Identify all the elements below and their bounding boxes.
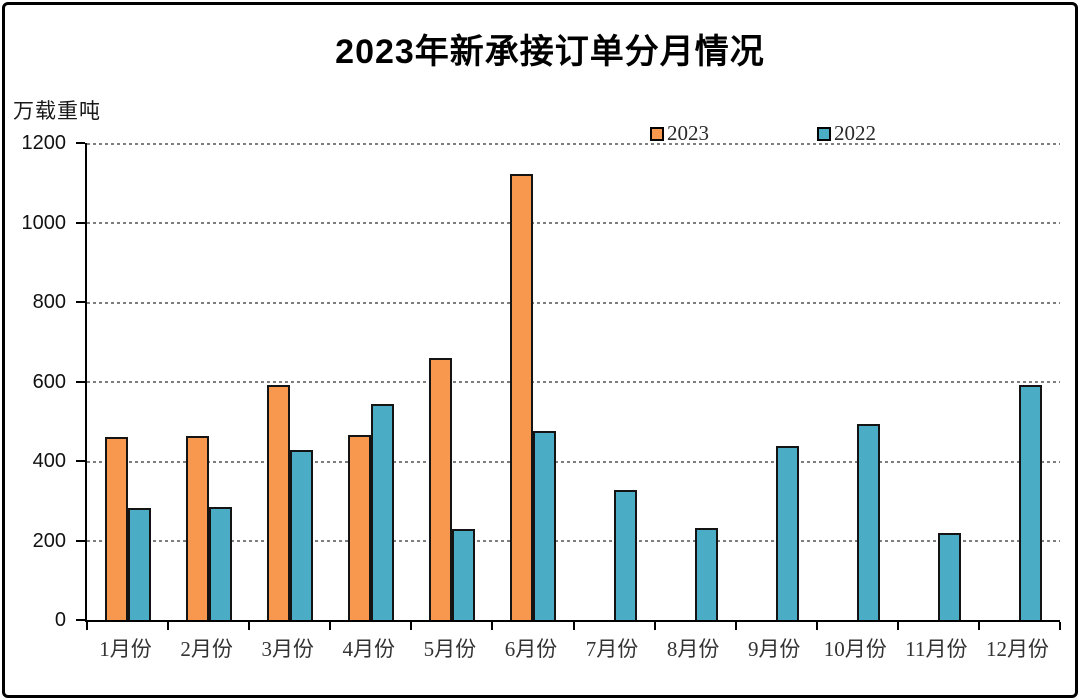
x-axis-tick-label: 7月份 bbox=[585, 637, 639, 661]
y-axis-unit-label: 万载重吨 bbox=[13, 99, 101, 123]
bar-2023-1月份 bbox=[104, 437, 128, 620]
x-axis-tick-label: 3月份 bbox=[261, 637, 314, 661]
chart-title: 2023年新承接订单分月情况 bbox=[335, 33, 765, 71]
y-axis-tick-mark bbox=[76, 539, 85, 542]
bar-2023-4月份 bbox=[347, 435, 371, 620]
x-axis-tick-mark bbox=[329, 622, 332, 630]
gridline bbox=[87, 540, 1060, 542]
y-axis-tick-mark bbox=[76, 301, 85, 303]
x-axis-tick-label: 4月份 bbox=[342, 637, 396, 661]
x-axis-tick-label: 12月份 bbox=[985, 637, 1049, 661]
x-axis-tick-mark bbox=[653, 622, 656, 630]
x-axis-tick-mark bbox=[734, 622, 737, 630]
x-axis-tick-mark bbox=[86, 622, 88, 630]
plot-area bbox=[76, 142, 1061, 630]
y-axis-tick-mark bbox=[76, 142, 85, 144]
legend-label-2022: 2022 bbox=[834, 121, 876, 145]
x-axis-tick-label: 5月份 bbox=[423, 637, 477, 661]
x-axis-tick-mark bbox=[896, 622, 899, 630]
bar-2022-9月份 bbox=[776, 445, 800, 620]
y-axis-tick-label: 200 bbox=[32, 529, 66, 552]
bar-2023-2月份 bbox=[185, 435, 209, 620]
bar-2023-6月份 bbox=[509, 174, 533, 620]
x-axis-tick-mark bbox=[572, 622, 575, 630]
bar-2022-7月份 bbox=[614, 490, 638, 620]
y-axis-tick-mark bbox=[76, 380, 85, 383]
y-axis-tick-mark bbox=[76, 460, 85, 462]
legend-swatch-2022-icon bbox=[817, 126, 831, 141]
y-axis-tick-label: 600 bbox=[32, 370, 66, 393]
bar-2022-5月份 bbox=[451, 528, 475, 620]
x-axis-tick-mark bbox=[977, 622, 980, 630]
y-axis-tick-label: 400 bbox=[32, 450, 66, 472]
y-axis-tick-label: 800 bbox=[32, 291, 66, 313]
gridline bbox=[87, 301, 1060, 304]
gridline bbox=[87, 142, 1060, 145]
gridline bbox=[87, 222, 1060, 224]
y-axis-tick-label: 0 bbox=[54, 609, 66, 631]
bar-2022-8月份 bbox=[695, 527, 719, 620]
x-axis-tick-mark bbox=[248, 622, 251, 630]
bar-2022-2月份 bbox=[208, 507, 232, 620]
legend-label-2023: 2023 bbox=[667, 121, 709, 145]
x-axis-tick-label: 2月份 bbox=[180, 637, 233, 661]
gridline bbox=[87, 460, 1060, 463]
bar-2022-6月份 bbox=[532, 430, 556, 620]
x-axis-tick-label: 9月份 bbox=[747, 637, 801, 661]
legend-item-2022: 2022 bbox=[817, 121, 876, 146]
legend-swatch-2023-icon bbox=[650, 126, 664, 141]
x-axis-tick-mark bbox=[410, 622, 413, 630]
x-axis-tick-mark bbox=[167, 622, 170, 630]
x-axis-tick-label: 8月份 bbox=[666, 637, 720, 661]
y-axis-tick-label: 1000 bbox=[21, 211, 67, 234]
x-axis-tick-mark bbox=[491, 622, 494, 630]
bar-2023-3月份 bbox=[266, 385, 290, 620]
bar-2022-4月份 bbox=[370, 404, 394, 620]
gridline bbox=[87, 381, 1060, 383]
legend-item-2023: 2023 bbox=[650, 121, 709, 146]
x-axis-tick-label: 10月份 bbox=[823, 637, 887, 661]
bar-2022-1月份 bbox=[127, 508, 151, 620]
bar-2022-10月份 bbox=[857, 424, 881, 620]
bar-2023-5月份 bbox=[428, 358, 452, 620]
legend: 2023 2022 bbox=[650, 121, 876, 146]
bar-2022-12月份 bbox=[1019, 385, 1043, 620]
x-axis-tick-mark bbox=[815, 622, 818, 630]
x-axis-tick-label: 6月份 bbox=[504, 637, 558, 661]
x-axis-tick-label: 11月份 bbox=[905, 637, 968, 661]
y-axis-tick-mark bbox=[76, 221, 85, 224]
x-axis-tick-mark bbox=[1059, 622, 1061, 630]
y-axis-tick-label: 1200 bbox=[21, 132, 67, 154]
bar-2022-11月份 bbox=[938, 532, 962, 620]
x-axis-tick-label: 1月份 bbox=[99, 637, 152, 661]
y-axis-tick-mark bbox=[76, 619, 85, 621]
bar-2022-3月份 bbox=[289, 449, 313, 620]
